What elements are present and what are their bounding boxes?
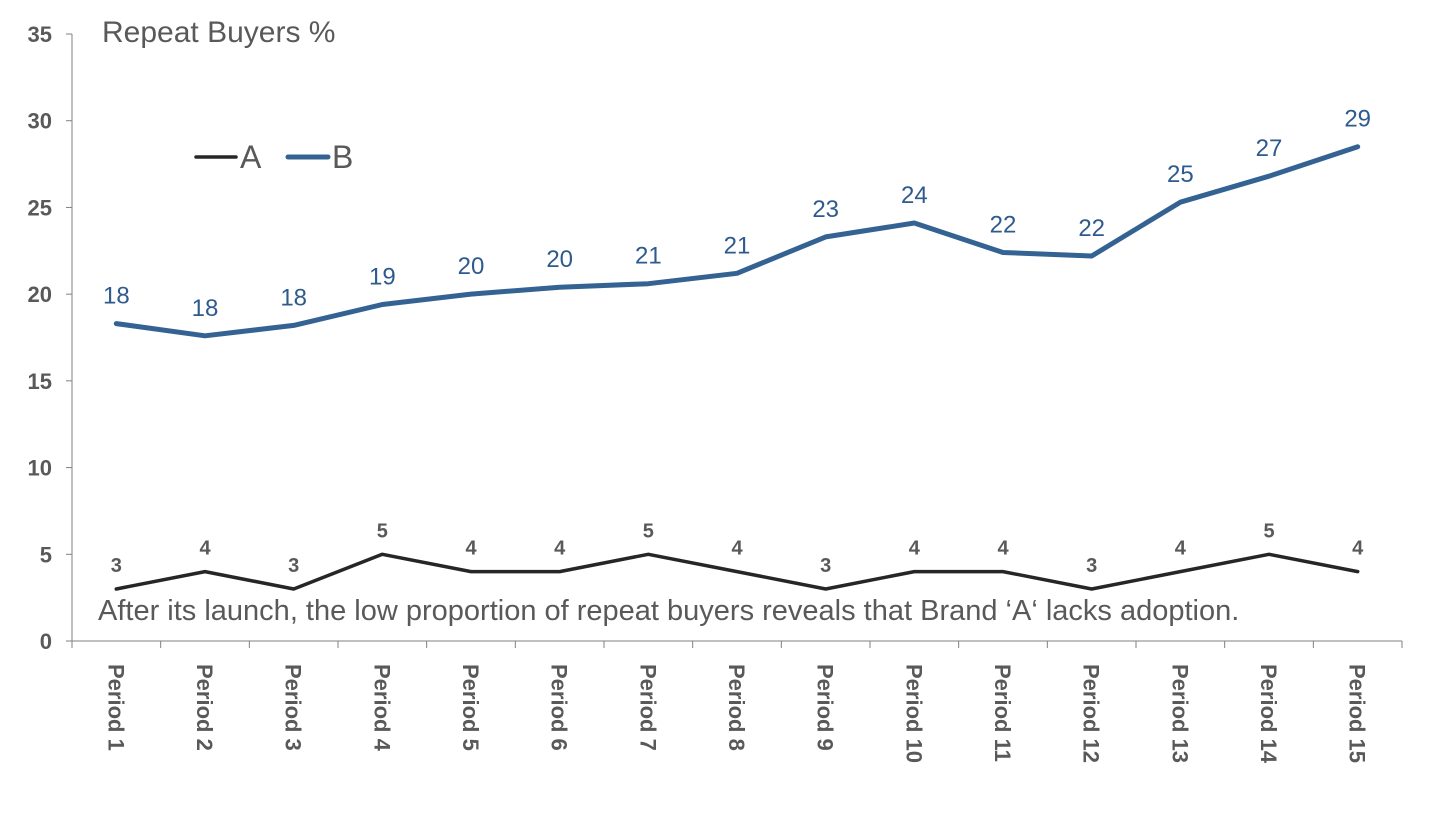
x-tick-label: Period 7 [635,664,660,751]
series-layer [113,144,1361,591]
x-tick-label: Period 6 [547,664,572,751]
data-label-b: 18 [103,283,130,310]
x-tick-label: Period 2 [192,664,217,751]
data-label-b: 21 [635,243,662,270]
data-label-b: 18 [280,284,307,311]
data-label-b: 23 [812,196,839,223]
x-tick-label: Period 9 [813,664,838,751]
x-axis: Period 1 Period 2 Period 3 Period 4 Period 5… [71,640,1403,764]
series-line-b [113,144,1361,339]
x-tick-label: Period 15 [1345,664,1370,763]
data-label-a: 4 [1175,538,1187,560]
data-label-a: 4 [1352,538,1364,560]
data-label-b: 20 [546,246,573,273]
chart-annotation: After its launch, the low proportion of … [98,595,1239,627]
data-label-a: 4 [199,538,211,560]
data-label-a: 3 [288,555,299,577]
legend-label-a: A [240,139,262,175]
data-labels: 3 4 3 5 4 4 5 4 3 4 4 3 4 5 4 18 18 18 19 20 20 21 21 23 24 22 22 2… [103,106,1371,577]
data-label-a: 4 [465,538,477,560]
y-tick-label: 30 [28,109,52,134]
y-axis: 0 5 10 15 20 25 30 35 [28,22,73,654]
x-tick-label: Period 10 [901,664,926,763]
data-label-a: 3 [111,555,122,577]
y-tick-label: 25 [28,195,52,220]
data-label-b: 20 [458,253,485,280]
series-line-a [114,552,1360,591]
data-label-b: 21 [724,232,751,259]
y-tick-label: 5 [40,542,52,567]
data-label-b: 18 [192,295,219,322]
data-label-b: 22 [990,212,1017,239]
data-label-a: 3 [820,555,831,577]
chart-title: Repeat Buyers % [102,16,335,49]
data-label-b: 19 [369,264,396,291]
x-tick-label: Period 13 [1167,664,1192,763]
x-tick-label: Period 3 [281,664,306,751]
data-label-a: 4 [997,538,1009,560]
y-tick-label: 20 [28,282,52,307]
data-label-a: 5 [1263,520,1274,542]
x-tick-label: Period 1 [103,664,128,751]
data-label-a: 5 [377,520,388,542]
x-tick-label: Period 12 [1079,664,1104,763]
y-tick-label: 10 [28,456,52,481]
x-tick-label: Period 4 [369,664,394,752]
y-tick-label: 35 [28,22,52,47]
data-label-a: 4 [554,538,566,560]
data-label-b: 22 [1078,215,1105,242]
data-label-b: 29 [1344,106,1371,133]
data-label-b: 24 [901,182,928,209]
x-tick-label: Period 14 [1256,664,1281,764]
y-tick-label: 0 [40,629,52,654]
x-tick-label: Period 8 [724,664,749,751]
legend-label-b: B [332,139,353,175]
y-tick-label: 15 [28,369,52,394]
data-label-b: 27 [1256,135,1283,162]
data-label-a: 4 [909,538,921,560]
x-tick-label: Period 11 [990,664,1015,762]
data-label-a: 4 [731,538,743,560]
x-tick-label: Period 5 [458,664,483,751]
data-label-a: 5 [643,520,654,542]
data-label-b: 25 [1167,161,1194,188]
data-label-a: 3 [1086,555,1097,577]
